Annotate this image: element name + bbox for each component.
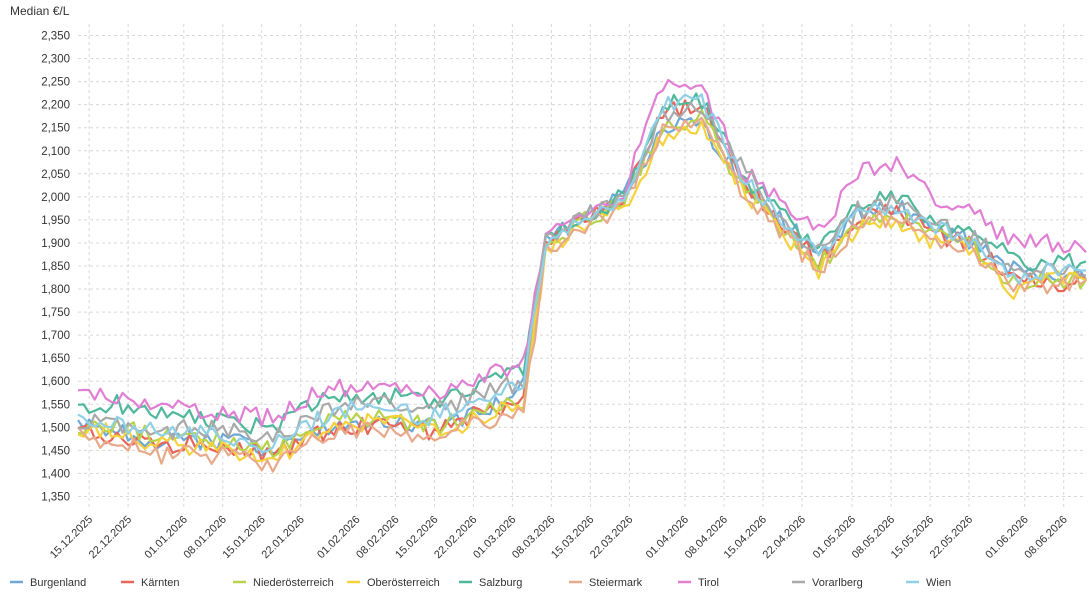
series-line-kärnten [77, 99, 1087, 463]
legend-item-wien: Wien [926, 577, 951, 589]
y-tick-label: 1,750 [41, 307, 70, 319]
series-line-oberösterreich [77, 120, 1087, 462]
y-tick-label: 1,600 [41, 376, 70, 388]
series-line-vorarlberg [77, 101, 1087, 443]
x-tick-label: 22.01.2026 [259, 514, 306, 561]
y-tick-label: 1,850 [41, 261, 70, 273]
y-tick-label: 1,950 [41, 215, 70, 227]
series-lines [77, 78, 1087, 473]
y-tick-label: 1,400 [41, 468, 70, 480]
y-tick-label: 1,550 [41, 399, 70, 411]
y-tick-label: 1,700 [41, 330, 70, 342]
legend-item-niederösterreich: Niederösterreich [253, 577, 334, 589]
x-tick-label: 22.03.2026 [588, 514, 635, 561]
series-line-tirol [77, 78, 1087, 427]
y-tick-label: 2,150 [41, 123, 70, 135]
y-tick-label: 1,650 [41, 353, 70, 365]
y-tick-label: 1,350 [41, 491, 70, 503]
y-tick-label: 1,800 [41, 284, 70, 296]
y-tick-label: 2,300 [41, 54, 70, 66]
legend: Burgenland Kärnten Niederösterreich Oberöst… [10, 577, 951, 589]
legend-item-steiermark: Steiermark [589, 577, 643, 589]
y-tick-label: 2,200 [41, 100, 70, 112]
legend-item-salzburg: Salzburg [479, 577, 522, 589]
legend-item-vorarlberg: Vorarlberg [812, 577, 863, 589]
x-tick-label: 22.05.2026 [928, 514, 975, 561]
y-axis: 1,350 1,400 1,450 1,500 1,550 1,600 1,650 1,700… [41, 31, 70, 504]
legend-item-burgenland: Burgenland [30, 577, 86, 589]
legend-item-tirol: Tirol [698, 577, 719, 589]
legend-item-kärnten: Kärnten [141, 577, 180, 589]
series-line-wien [77, 93, 1087, 453]
y-axis-label: Median €/L [10, 4, 70, 18]
series-line-steiermark [77, 116, 1087, 473]
y-tick-label: 2,250 [41, 77, 70, 89]
y-tick-label: 2,350 [41, 31, 70, 43]
series-line-niederösterreich [77, 108, 1087, 458]
y-tick-label: 1,450 [41, 445, 70, 457]
y-tick-label: 2,100 [41, 146, 70, 158]
x-tick-label: 22.04.2026 [761, 514, 808, 561]
y-tick-label: 1,900 [41, 238, 70, 250]
y-tick-label: 1,500 [41, 422, 70, 434]
y-tick-label: 2,000 [41, 192, 70, 204]
legend-item-oberösterreich: Oberösterreich [367, 577, 440, 589]
series-line-salzburg [77, 92, 1087, 435]
x-tick-label: 08.06.2026 [1022, 514, 1069, 561]
y-tick-label: 2,050 [41, 169, 70, 181]
x-tick-label: 22.12.2025 [87, 514, 134, 561]
